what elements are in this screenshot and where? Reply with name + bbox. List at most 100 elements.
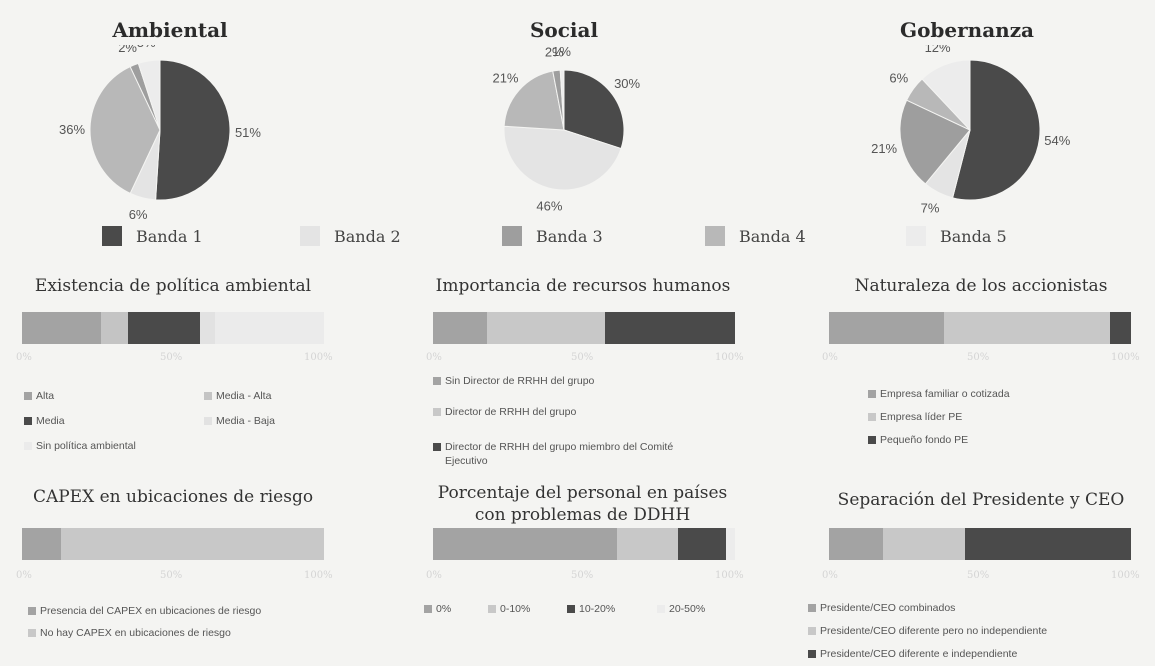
legend-swatch — [502, 226, 522, 246]
bar-title-ddhh-line-2: con problemas de DDHH — [474, 505, 691, 525]
tick-label: 50% — [571, 570, 594, 581]
legend-swatch — [300, 226, 320, 246]
stacked-bar-accionistas — [829, 312, 1131, 344]
tick-label: 50% — [160, 570, 183, 581]
legend-item: Pequeño fondo PE — [868, 433, 968, 447]
bar-segment-media-alta — [100, 312, 128, 344]
bar-segment-media — [127, 312, 201, 344]
legend-item: 20-50% — [657, 602, 705, 616]
legend-label: Presencia del CAPEX en ubicaciones de ri… — [40, 605, 262, 617]
legend-label: Banda 3 — [536, 226, 603, 246]
legend-marker — [868, 390, 876, 398]
pie-data-label: 54% — [1044, 133, 1070, 148]
bar-segment-10-20 — [677, 528, 726, 560]
legend-label: Empresa familiar o cotizada — [880, 388, 1010, 400]
legend-label: Pequeño fondo PE — [880, 434, 969, 446]
legend-item: Media - Baja — [204, 414, 275, 428]
legend-item: 0-10% — [488, 602, 530, 616]
bar-segment-0-10 — [617, 528, 678, 560]
legend-label: Banda 2 — [334, 226, 401, 246]
legend-item-banda-2: Banda 2 — [300, 222, 401, 250]
pie-data-label: 21% — [492, 70, 518, 85]
legend-marker — [657, 605, 665, 613]
pie-slice-banda-4 — [503, 70, 565, 131]
legend-label: Media — [36, 415, 65, 427]
pie-chart-gobernanza: 54% 7% 21% 6% 12% — [871, 45, 1071, 215]
legend-label: No hay CAPEX en ubicaciones de riesgo — [40, 627, 231, 639]
legend-swatch — [906, 226, 926, 246]
legend-label: Media - Alta — [216, 390, 272, 402]
pie-slice-banda-5 — [921, 59, 971, 132]
legend-item: Presidente/CEO diferente e independiente — [808, 647, 1017, 661]
pie-slice-banda-1 — [951, 59, 1041, 201]
legend-label: 10-20% — [579, 603, 616, 615]
bar-segment-presidente-ceo-diferente-e-independiente — [964, 528, 1131, 560]
bar-title-recursos-humanos: Importancia de recursos humanos — [435, 276, 731, 296]
legend-item: 10-20% — [567, 602, 615, 616]
bar-title-ddhh: Porcentaje del personal en países con pr… — [410, 482, 755, 526]
tick-label: 50% — [571, 352, 594, 363]
pie-slice-banda-4 — [89, 65, 161, 195]
legend-item: Media — [24, 414, 65, 428]
bar-segment-empresa-l-der-pe — [943, 312, 1110, 344]
bar-segment-sin-director-de-rrhh-del-grupo — [433, 312, 488, 344]
legend-marker — [433, 443, 441, 451]
legend-item-banda-3: Banda 3 — [502, 222, 603, 250]
legend-item-banda-5: Banda 5 — [906, 222, 1007, 250]
tick-label: 0% — [16, 570, 32, 581]
legend-item: Presidente/CEO diferente pero no indepen… — [808, 624, 1047, 638]
legend-label: Presidente/CEO diferente pero no indepen… — [820, 625, 1048, 637]
legend-marker — [28, 629, 36, 637]
legend-marker — [808, 604, 816, 612]
tick-label: 100% — [1111, 352, 1140, 363]
stacked-bar-ddhh — [433, 528, 735, 560]
pie-slice-banda-1 — [155, 59, 231, 201]
legend-item: Media - Alta — [204, 389, 271, 403]
legend-label: Media - Baja — [216, 415, 275, 427]
pie-title-social: Social — [529, 18, 599, 42]
tick-label: 0% — [822, 352, 838, 363]
bar-segment-empresa-familiar-o-cotizada — [829, 312, 944, 344]
tick-label: 100% — [304, 570, 333, 581]
pie-data-label: 2% — [545, 45, 564, 60]
bar-segment-media-baja — [200, 312, 216, 344]
bar-segment-no-hay-capex-en-ubicaciones-de-riesgo — [61, 528, 324, 560]
legend-item-banda-4: Banda 4 — [705, 222, 806, 250]
legend-label: Alta — [36, 390, 55, 402]
bar-segment-sin-pol-tica-ambiental — [215, 312, 324, 344]
tick-label: 100% — [715, 352, 744, 363]
legend-item: Sin Director de RRHH del grupo — [433, 374, 594, 388]
legend-item: Sin política ambiental — [24, 439, 136, 453]
pie-slice-banda-5 — [137, 59, 161, 131]
bar-segment-peque-o-fondo-pe — [1109, 312, 1131, 344]
legend-marker — [24, 417, 32, 425]
legend-marker — [567, 605, 575, 613]
tick-label: 50% — [160, 352, 183, 363]
pie-chart-social: 30% 46% 21% 2%1% — [492, 45, 640, 214]
legend-label: Presidente/CEO diferente e independiente — [820, 648, 1018, 660]
stacked-bar-politica-ambiental — [22, 312, 324, 344]
pie-data-label: 6% — [129, 207, 148, 222]
bar-segment-presencia-del-capex-en-ubicaciones-de-riesgo — [22, 528, 62, 560]
legend-marker — [424, 605, 432, 613]
legend-marker — [204, 392, 212, 400]
tick-label: 0% — [426, 570, 442, 581]
pie-chart-ambiental: 51% 6% 36% 2%5% — [59, 45, 261, 222]
tick-label: 0% — [426, 352, 442, 363]
stacked-bar-recursos-humanos — [433, 312, 735, 344]
pie-data-label: 1% — [552, 45, 571, 59]
pie-data-label: 12% — [925, 45, 951, 55]
pie-title-gobernanza: Gobernanza — [899, 18, 1035, 42]
tick-label: 100% — [304, 352, 333, 363]
legend-marker — [433, 408, 441, 416]
legend-item: Empresa familiar o cotizada — [868, 387, 1010, 401]
tick-label: 50% — [967, 570, 990, 581]
legend-swatch — [705, 226, 725, 246]
legend-label: Sin política ambiental — [36, 440, 136, 452]
pie-data-label: 36% — [59, 122, 85, 137]
legend-item: Empresa líder PE — [868, 410, 962, 424]
legend-label: Director de RRHH del grupo miembro del C… — [445, 441, 674, 467]
tick-label: 100% — [1111, 570, 1140, 581]
legend-label: Sin Director de RRHH del grupo — [445, 375, 595, 387]
legend-label: Banda 1 — [136, 226, 203, 246]
